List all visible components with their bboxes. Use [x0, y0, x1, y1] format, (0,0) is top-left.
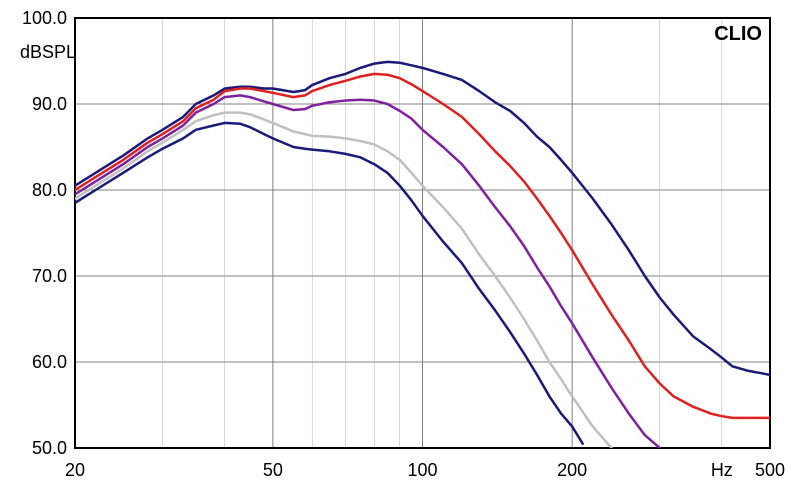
y-axis-label: dBSPL [20, 42, 76, 62]
y-tick-label: 100.0 [22, 8, 67, 28]
brand-label: CLIO [714, 23, 762, 45]
y-tick-label: 90.0 [32, 94, 67, 114]
x-tick-label: 20 [65, 460, 85, 480]
x-tick-label: 500 [755, 460, 785, 480]
y-tick-label: 80.0 [32, 180, 67, 200]
x-tick-label: 100 [407, 460, 437, 480]
spl-chart: 50.0 60.0 70.0 80.0 90.0 100.0 20 50 100 200 500 dB… [0, 0, 800, 504]
x-tick-label: 50 [263, 460, 283, 480]
chart-container: 50.0 60.0 70.0 80.0 90.0 100.0 20 50 100 200 500 dB… [0, 0, 800, 504]
y-tick-label: 60.0 [32, 352, 67, 372]
y-tick-label: 70.0 [32, 266, 67, 286]
y-tick-label: 50.0 [32, 438, 67, 458]
x-tick-label: 200 [557, 460, 587, 480]
x-axis-label: Hz [711, 460, 733, 480]
